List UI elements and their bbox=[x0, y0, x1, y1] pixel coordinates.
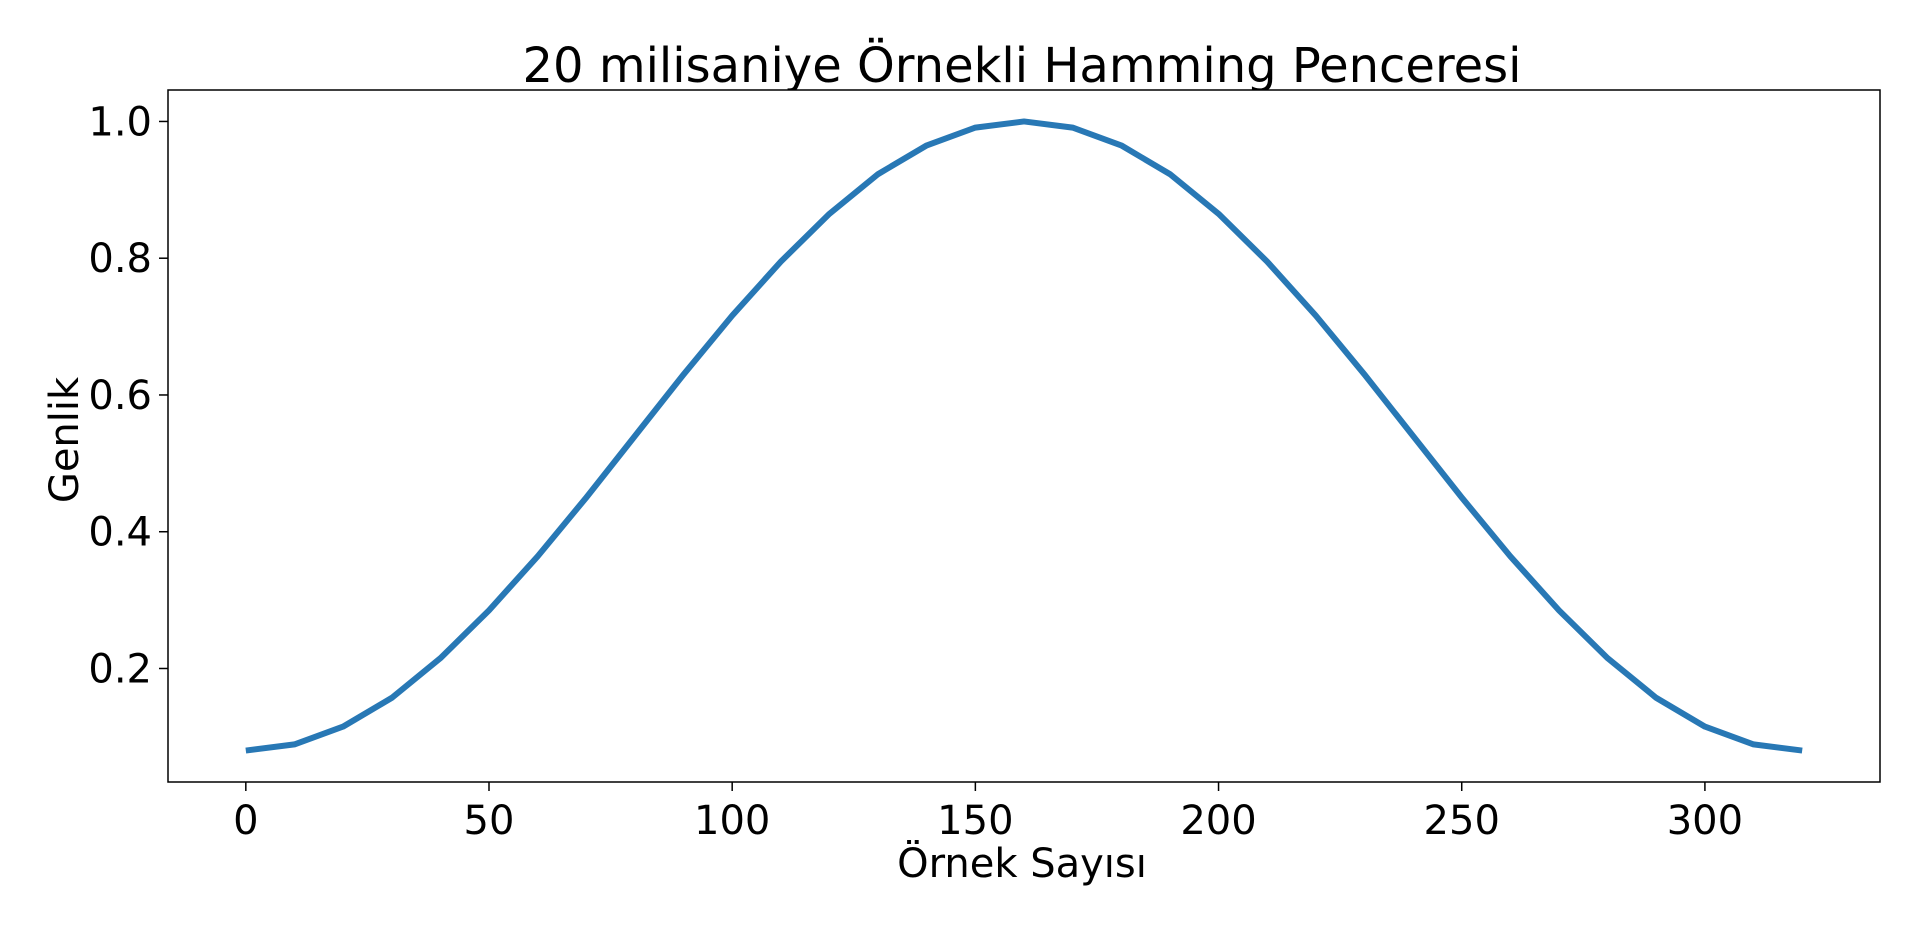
plot-area bbox=[167, 89, 1881, 783]
y-tick-label: 0.2 bbox=[88, 646, 152, 692]
x-tick-label: 50 bbox=[464, 798, 515, 844]
y-axis: 0.2 0.4 0.6 0.8 1.0 bbox=[88, 99, 168, 692]
y-tick-label: 0.4 bbox=[88, 510, 152, 556]
y-tick-label: 0.6 bbox=[88, 373, 152, 419]
y-tick-label: 1.0 bbox=[88, 99, 152, 145]
x-tick-label: 150 bbox=[937, 798, 1013, 844]
series-line bbox=[245, 118, 1803, 754]
plot-frame bbox=[167, 89, 1881, 783]
chart-title: 20 milisaniye Örnekli Hamming Penceresi bbox=[523, 38, 1522, 94]
x-axis-title: Örnek Sayısı bbox=[897, 839, 1147, 887]
x-tick-label: 300 bbox=[1667, 798, 1743, 844]
y-tick-label: 0.8 bbox=[88, 236, 152, 282]
x-tick-label: 0 bbox=[233, 798, 258, 844]
x-axis: 0 50 100 150 200 250 300 bbox=[233, 782, 1743, 844]
x-tick-label: 100 bbox=[694, 798, 770, 844]
y-axis-title: Genlik bbox=[42, 376, 88, 503]
x-tick-label: 200 bbox=[1180, 798, 1256, 844]
x-tick-label: 250 bbox=[1424, 798, 1500, 844]
